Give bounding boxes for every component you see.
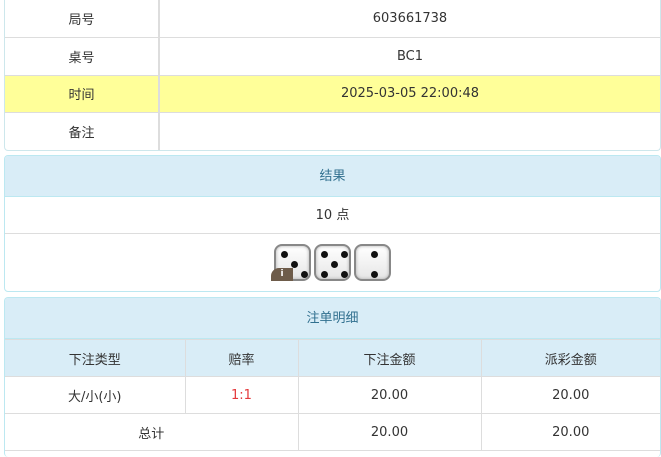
pip [331,261,338,268]
pip [341,251,348,258]
total-label: 总计 [5,413,299,451]
label: 桌号 [5,37,160,76]
remark [159,113,660,151]
time: 2025-03-05 22:00:48 [159,75,660,113]
bet-table: 下注类型 赔率 下注金额 派彩金额 大/小(小) 1:1 20.00 20.00… [5,339,660,451]
total-row: 总计 20.00 20.00 [5,413,660,451]
pip [371,251,378,258]
table-header: 下注类型 赔率 下注金额 派彩金额 [5,339,660,377]
row-round-id: 局号 603661738 [5,0,660,38]
info-icon[interactable]: i [271,268,293,281]
label: 局号 [5,0,160,38]
pip [371,271,378,278]
result-title: 结果 [5,156,660,197]
row-remark: 备注 [5,112,660,151]
payout: 20.00 [480,376,660,414]
result-points: 10 点 [5,197,660,234]
round-id: 603661738 [159,0,660,38]
row-time: 时间 2025-03-05 22:00:48 [5,75,660,113]
die-5 [314,244,351,281]
die-2 [354,244,391,281]
pip [321,271,328,278]
header-type: 下注类型 [5,339,186,377]
pip [291,261,298,268]
header-odds: 赔率 [184,339,299,377]
pip [301,271,308,278]
total-payout: 20.00 [480,413,660,451]
dice-row [5,234,660,290]
label: 备注 [5,112,160,150]
bet-details-panel: 注单明细 下注类型 赔率 下注金额 派彩金额 大/小(小) 1:1 20.00 … [4,297,661,457]
pip [321,251,328,258]
bet-type: 大/小(小) [5,376,186,414]
bet-amount: 20.00 [297,376,482,414]
label: 时间 [5,75,160,113]
table-id: BC1 [159,37,660,76]
row-table-id: 桌号 BC1 [5,37,660,76]
bet-details-title: 注单明细 [5,298,660,339]
pip [281,251,288,258]
odds: 1:1 [184,376,299,414]
header-amount: 下注金额 [297,339,482,377]
table-row: 大/小(小) 1:1 20.00 20.00 [5,376,660,414]
result-panel: 结果 10 点 [4,155,661,292]
pip [341,271,348,278]
round-info-table: 局号 603661738 桌号 BC1 时间 2025-03-05 22:00:48 … [4,0,661,151]
header-payout: 派彩金额 [480,339,660,377]
total-amount: 20.00 [297,413,482,451]
